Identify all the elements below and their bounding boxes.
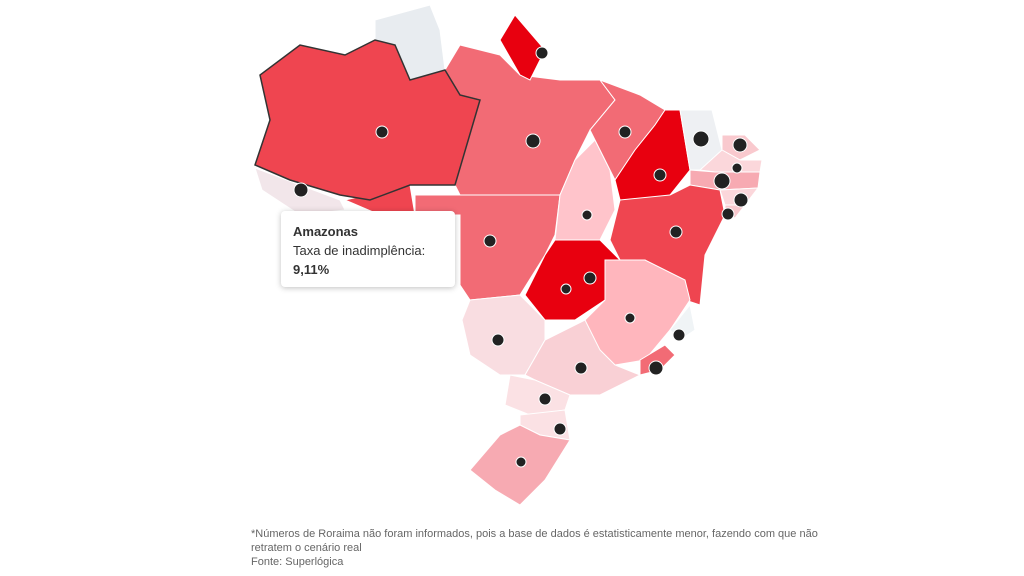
capital-marker[interactable] [692, 130, 710, 148]
capital-marker[interactable] [653, 168, 667, 182]
capital-marker[interactable] [515, 456, 527, 468]
capital-marker[interactable] [535, 46, 549, 60]
capital-marker[interactable] [491, 333, 505, 347]
source: Fonte: Superlógica [251, 556, 344, 568]
capital-marker[interactable] [560, 283, 572, 295]
capital-marker[interactable] [648, 360, 664, 376]
footnote: *Números de Roraima não foram informados… [251, 528, 818, 554]
state-bahia[interactable] [609, 184, 726, 306]
state-sao-paulo[interactable] [524, 319, 642, 396]
capital-marker[interactable] [721, 207, 735, 221]
capital-marker[interactable] [713, 172, 731, 190]
capital-marker[interactable] [538, 392, 552, 406]
capital-marker[interactable] [375, 125, 389, 139]
tooltip-title: Amazonas [293, 224, 359, 239]
capital-marker[interactable] [574, 361, 588, 375]
state-goias[interactable] [524, 239, 621, 321]
capital-marker[interactable] [731, 162, 743, 174]
tooltip: Amazonas Taxa de inadimplência: 9,11% [281, 211, 455, 287]
capital-marker[interactable] [553, 422, 567, 436]
tooltip-label: Taxa de inadimplência: [293, 243, 426, 258]
tooltip-value: 9,11% [293, 262, 330, 277]
capital-marker[interactable] [624, 312, 636, 324]
capital-marker[interactable] [672, 328, 686, 342]
capital-marker[interactable] [293, 182, 309, 198]
state-amapa[interactable] [499, 14, 546, 81]
state-amazonas[interactable] [254, 39, 481, 201]
capital-marker[interactable] [483, 234, 497, 248]
capital-marker[interactable] [669, 225, 683, 239]
notes: *Números de Roraima não foram informados… [251, 527, 831, 569]
capital-marker[interactable] [733, 192, 749, 208]
capital-marker[interactable] [618, 125, 632, 139]
capital-marker[interactable] [583, 271, 597, 285]
capital-marker[interactable] [732, 137, 748, 153]
capital-marker[interactable] [525, 133, 541, 149]
capital-markers [293, 46, 749, 468]
capital-marker[interactable] [581, 209, 593, 221]
